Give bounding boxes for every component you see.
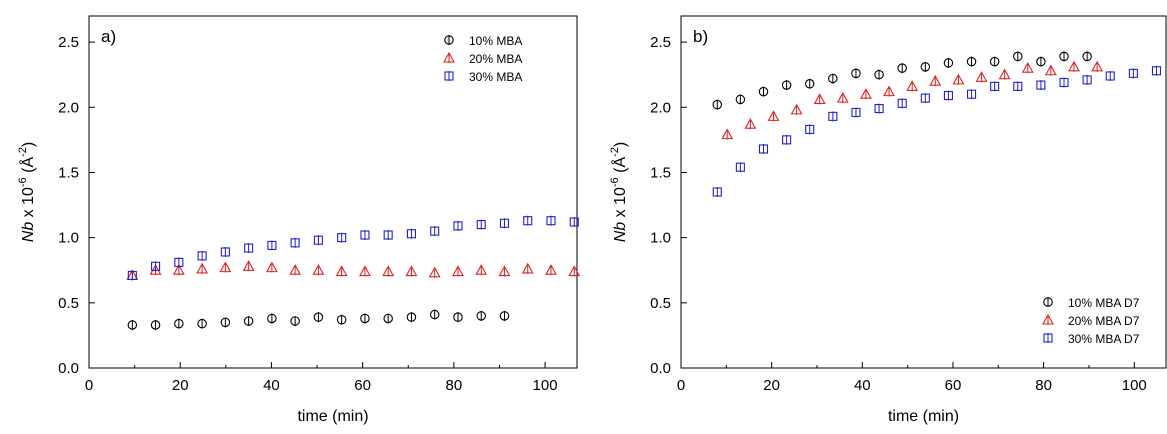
series-2: [721, 60, 1104, 140]
y-axis-title: Nb x 10-6 (Å-2): [609, 142, 629, 242]
chart-panel-a: 0 20 40 60 80 100 0.0 0.5 1.0 1.5 2.0 2.5 time (min)…: [17, 15, 581, 425]
y-tick-label: 2.5: [650, 34, 671, 51]
x-tick-label: 0: [677, 377, 685, 394]
legend: 10% MBA D7 20% MBA D7 30% MBA D7: [1042, 296, 1140, 346]
y-tick-label: 1.5: [58, 164, 79, 181]
y-tick-label: 1.5: [650, 164, 671, 181]
chart-panel-b: 0 20 40 60 80 100 0.0 0.5 1.0 1.5 2.0 2.5 time (min)…: [609, 15, 1167, 425]
legend-label: 20% MBA: [469, 52, 522, 66]
x-tick-label: 60: [945, 377, 962, 394]
panel-label: b): [693, 27, 708, 46]
legend-label: 10% MBA: [469, 34, 522, 48]
y-tick-label: 0.0: [58, 360, 79, 377]
plot-frame: [680, 15, 1167, 369]
panel-label: a): [101, 27, 116, 46]
series-2: [126, 260, 581, 281]
series-3: [712, 65, 1162, 197]
y-tick-label: 2.0: [650, 99, 671, 116]
legend-label: 30% MBA: [469, 70, 522, 84]
y-tick-label: 0.5: [650, 295, 671, 312]
x-axis-title: time (min): [888, 408, 959, 425]
y-tick-label: 1.0: [650, 230, 671, 247]
x-tick-label: 40: [263, 377, 280, 394]
x-tick-label: 80: [1035, 377, 1052, 394]
legend-label: 20% MBA D7: [1068, 314, 1140, 328]
series-3: [127, 215, 579, 281]
y-axis-title: Nb x 10-6 (Å-2): [17, 142, 37, 242]
x-tick-label: 80: [446, 377, 463, 394]
series-1: [127, 309, 510, 330]
x-tick-label: 100: [1122, 377, 1147, 394]
x-tick-label: 60: [354, 377, 371, 394]
x-tick-label: 20: [172, 377, 189, 394]
y-tick-label: 0.5: [58, 295, 79, 312]
x-tick-label: 0: [85, 377, 93, 394]
x-tick-label: 100: [533, 377, 558, 394]
plot-frame: [88, 15, 578, 369]
y-tick-label: 2.0: [58, 99, 79, 116]
x-axis-title: time (min): [297, 408, 368, 425]
legend-label: 30% MBA D7: [1068, 332, 1140, 346]
y-tick-label: 2.5: [58, 34, 79, 51]
legend: 10% MBA 20% MBA 30% MBA: [443, 34, 522, 84]
x-tick-label: 40: [854, 377, 871, 394]
series-1: [712, 51, 1092, 110]
y-tick-label: 1.0: [58, 230, 79, 247]
x-tick-label: 20: [763, 377, 780, 394]
legend-label: 10% MBA D7: [1068, 296, 1140, 310]
y-tick-label: 0.0: [650, 360, 671, 377]
